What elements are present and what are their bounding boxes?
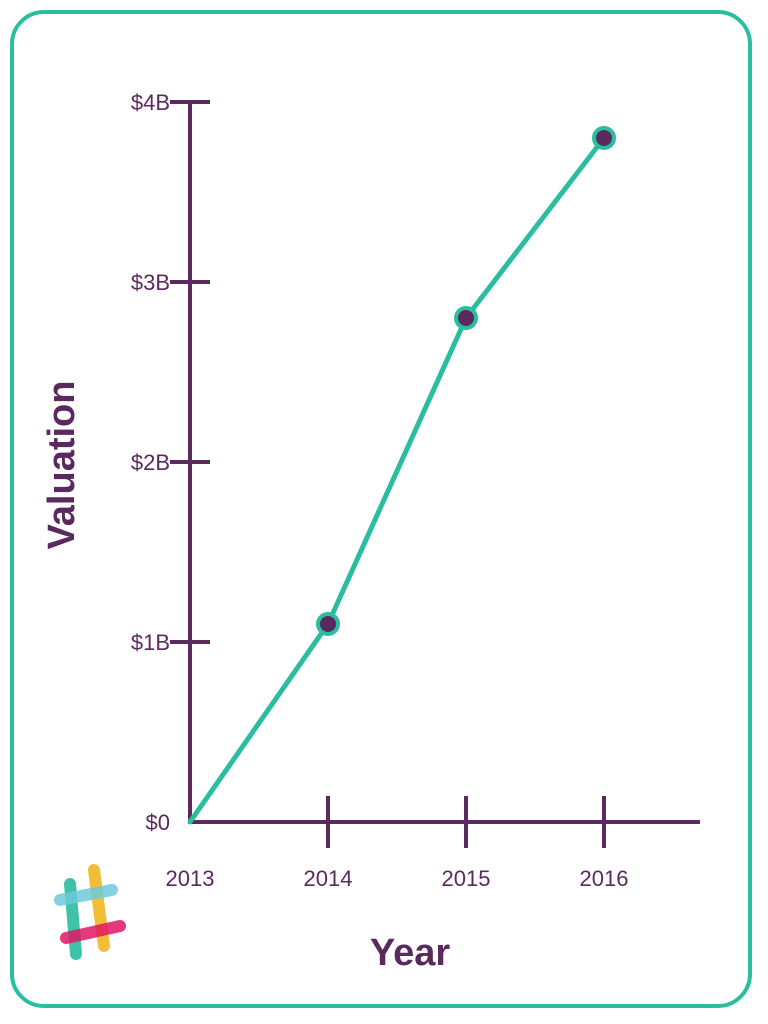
x-tick-label: 2015 <box>442 866 491 891</box>
series-line <box>187 135 607 825</box>
x-tick-label: 2014 <box>304 866 353 891</box>
y-tick-label: $2B <box>131 450 170 475</box>
y-tick-label: $4B <box>131 90 170 115</box>
data-point <box>316 612 340 636</box>
y-axis-title: Valuation <box>41 381 83 550</box>
y-ticks: $0 $1B $2B $3B $4B <box>131 90 210 835</box>
y-tick-label: $1B <box>131 630 170 655</box>
series-layer <box>187 126 616 825</box>
x-tick-label: 2016 <box>580 866 629 891</box>
x-tick-label: 2013 <box>166 866 215 891</box>
slack-hash-logo-icon <box>54 864 126 960</box>
x-ticks: 2013 2014 2015 2016 <box>166 796 629 891</box>
y-tick-label: $3B <box>131 270 170 295</box>
y-tick-label: $0 <box>146 810 170 835</box>
data-point <box>454 306 478 330</box>
data-point <box>592 126 616 150</box>
axes: $0 $1B $2B $3B $4B 2013 2014 2015 2016 <box>131 90 700 891</box>
x-axis-title: Year <box>370 932 451 974</box>
